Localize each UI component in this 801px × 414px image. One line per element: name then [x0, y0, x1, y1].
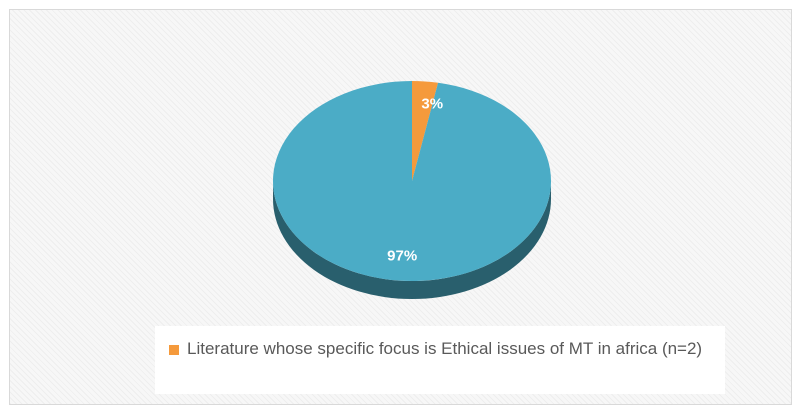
- pie-top: [272, 80, 551, 282]
- legend-swatch: [169, 345, 179, 355]
- legend: Literature whose specific focus is Ethic…: [155, 326, 725, 394]
- pie-labels: 3% 97%: [387, 95, 443, 264]
- pie-side: [273, 181, 551, 299]
- slice-label-0: 3%: [421, 95, 443, 112]
- pie-slice-1: [272, 80, 551, 282]
- pie-depth-edge: [273, 181, 551, 299]
- legend-entry-text: Literature whose specific focus is Ethic…: [187, 339, 703, 358]
- slice-label-1: 97%: [387, 248, 417, 265]
- pie-slice-0: [412, 81, 439, 181]
